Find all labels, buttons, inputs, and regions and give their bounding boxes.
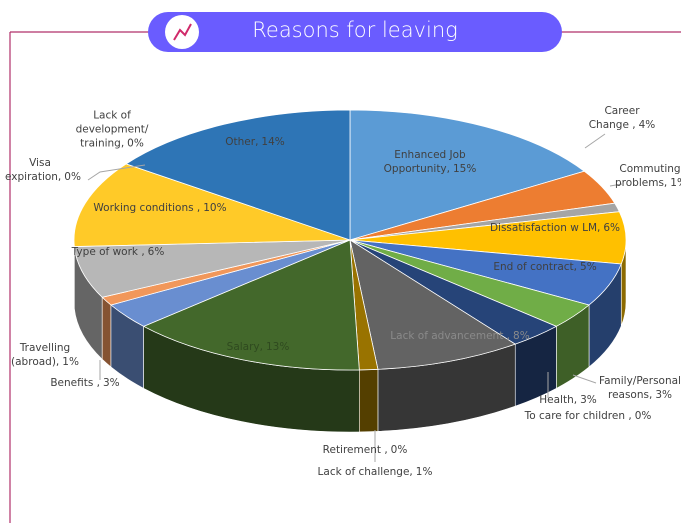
data-label: Career Change , 4% <box>587 104 657 132</box>
data-label: Health, 3% <box>538 393 598 407</box>
data-label: Travelling (abroad), 1% <box>5 341 85 369</box>
label-name: Career Change , <box>588 104 640 131</box>
data-label: End of contract, 5% <box>490 260 600 274</box>
label-name: Lack of advancement , <box>390 329 511 342</box>
label-value: 0% <box>390 443 408 456</box>
slice <box>349 239 517 370</box>
label-name: Lack of challenge, <box>317 465 413 478</box>
pie-sides <box>73 239 627 433</box>
label-name: Lack of development/ training, <box>75 109 149 151</box>
label-name: End of contract, <box>493 260 578 273</box>
label-value: 15% <box>453 163 477 175</box>
label-value: 6% <box>603 221 621 234</box>
slice <box>349 109 586 241</box>
data-label: Working conditions , 10% <box>90 201 230 215</box>
label-value: 10% <box>203 201 227 214</box>
label-name: Visa expiration, <box>5 156 62 183</box>
label-value: 3% <box>655 389 672 401</box>
data-label: Lack of challenge, 1% <box>315 465 435 479</box>
label-value: 1% <box>62 356 79 368</box>
slice-side <box>101 296 112 368</box>
label-name: Working conditions , <box>93 201 201 214</box>
label-name: Type of work , <box>71 245 145 258</box>
data-label: To care for children , 0% <box>523 409 653 423</box>
data-label: Commuting problems,1% <box>615 162 681 190</box>
label-name: To care for children , <box>524 409 632 422</box>
data-label: Enhanced Job Opportunity, 15% <box>370 148 490 176</box>
slice <box>142 239 360 371</box>
label-name: Dissatisfaction w LM, <box>489 221 601 234</box>
data-label: Retirement , 0% <box>320 443 410 457</box>
label-value: 8% <box>513 329 530 342</box>
slice <box>349 211 627 265</box>
leader-line <box>572 374 597 384</box>
leader-line <box>609 183 623 187</box>
label-value: 1% <box>415 465 433 478</box>
chart-title: Reasons for leaving <box>252 18 458 42</box>
header-icon-line <box>173 23 192 41</box>
label-value: 0% <box>127 138 144 151</box>
data-label: Dissatisfaction w LM, 6% <box>480 221 630 235</box>
slice-side <box>359 369 379 433</box>
data-label: Visa expiration, 0% <box>5 156 81 184</box>
leader-lines <box>87 133 623 462</box>
label-name: Other, <box>225 135 259 148</box>
label-value: 3% <box>580 393 597 406</box>
label-name: Commuting problems, <box>615 162 681 189</box>
label-value: 0% <box>634 409 652 422</box>
data-label: Type of work , 6% <box>63 245 173 259</box>
label-value: 0% <box>64 171 81 183</box>
label-name: Family/Personal reasons, <box>599 374 681 401</box>
label-name: Travelling (abroad), <box>11 341 71 368</box>
label-name: Enhanced Job Opportunity, <box>383 148 466 175</box>
label-name: Health, <box>539 393 578 406</box>
data-label: Lack of advancement , 8% <box>385 329 535 343</box>
label-value: 4% <box>638 119 656 131</box>
label-value: 6% <box>147 245 165 258</box>
slice <box>125 109 351 241</box>
slice <box>73 239 351 298</box>
data-label: Benefits , 3% <box>45 376 125 390</box>
label-value: 1% <box>670 177 681 189</box>
label-name: Salary, <box>226 340 263 353</box>
data-label: Family/Personal reasons, 3% <box>595 374 681 402</box>
label-value: 14% <box>261 135 285 148</box>
label-name: Retirement , <box>322 443 388 456</box>
label-value: 13% <box>265 340 290 353</box>
header-pill <box>148 12 562 52</box>
label-name: Benefits , <box>50 376 100 389</box>
data-label: Salary, 13% <box>203 340 313 354</box>
leader-line <box>87 164 146 181</box>
label-value: 3% <box>102 376 120 389</box>
data-label: Lack of development/ training, 0% <box>67 109 157 152</box>
label-value: 5% <box>580 260 597 273</box>
data-label: Other, 14% <box>210 135 300 149</box>
pie-tops <box>73 109 627 371</box>
leader-line <box>584 133 606 149</box>
